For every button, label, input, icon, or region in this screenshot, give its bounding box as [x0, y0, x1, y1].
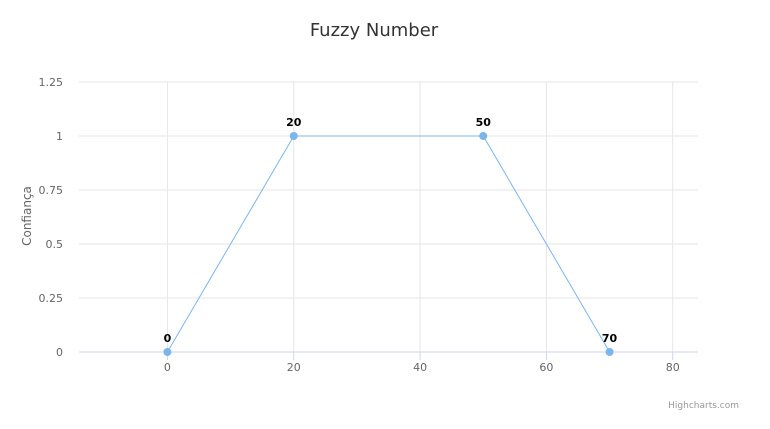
y-tick-label: 1.25	[39, 76, 64, 89]
x-tick-label: 20	[287, 361, 301, 374]
y-axis-label: Confiança	[20, 186, 34, 246]
x-tick-label: 80	[666, 361, 680, 374]
x-tick-label: 0	[164, 361, 171, 374]
y-tick-label: 0	[56, 346, 63, 359]
chart-title: Fuzzy Number	[310, 20, 439, 41]
data-labels: 0 20 50 70	[164, 116, 618, 345]
data-label: 70	[602, 332, 618, 345]
axes: 0 0.25 0.5 0.75 1 1.25 0 20 40 60 80	[39, 76, 698, 374]
x-tick-label: 60	[539, 361, 553, 374]
data-label: 0	[164, 332, 172, 345]
series-line	[166, 135, 611, 353]
data-point[interactable]	[479, 132, 488, 140]
y-tick-label: 0.75	[39, 184, 64, 197]
y-tick-label: 0.25	[39, 292, 64, 305]
y-tick-label: 0.5	[46, 238, 64, 251]
data-point[interactable]	[605, 348, 614, 356]
credits-link[interactable]: Highcharts.com	[668, 401, 739, 411]
y-tick-label: 1	[56, 130, 63, 143]
data-point[interactable]	[289, 132, 298, 140]
grid	[79, 81, 698, 352]
data-point[interactable]	[163, 348, 172, 356]
data-label: 20	[286, 116, 302, 129]
x-tick-label: 40	[413, 361, 427, 374]
data-label: 50	[476, 116, 492, 129]
series-group	[163, 132, 614, 356]
